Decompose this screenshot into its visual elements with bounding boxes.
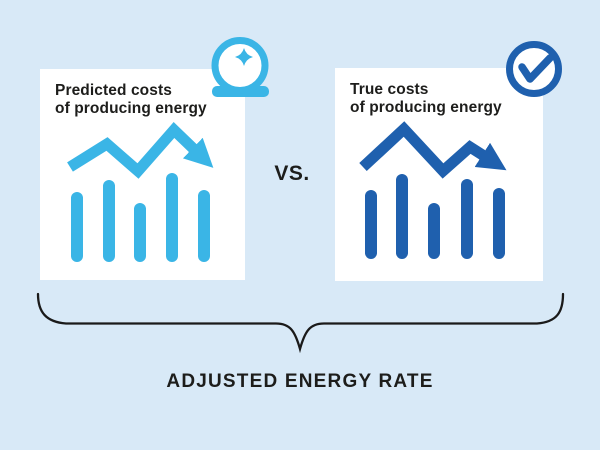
chart-bar (396, 174, 408, 259)
chart-bar (134, 203, 146, 262)
check-icon (506, 41, 562, 97)
chart-bar (493, 188, 505, 259)
crystal-ball-icon (211, 37, 269, 97)
chart-bar (71, 192, 83, 262)
predicted-costs-chart (67, 122, 214, 262)
chart-bar (365, 190, 377, 259)
sparkle-star-icon (235, 48, 253, 66)
predicted-costs-title-line1: Predicted costs (55, 82, 172, 99)
chart-bar (461, 179, 473, 259)
trend-line-arrow (359, 121, 507, 179)
true-costs-chart (359, 121, 507, 259)
predicted-costs-title-line2: of producing energy (55, 100, 207, 117)
chart-bar (428, 203, 440, 259)
predicted-costs-title: Predicted costs of producing energy (55, 82, 207, 118)
true-costs-title-line2: of producing energy (350, 99, 502, 116)
chart-bar (103, 180, 115, 262)
check-circle (506, 41, 562, 97)
vs-label: VS. (274, 162, 310, 185)
chart-bar (166, 173, 178, 262)
check-mark (518, 54, 554, 83)
predicted-costs-card: Predicted costs of producing energy (40, 69, 245, 280)
true-costs-title-line1: True costs (350, 81, 429, 98)
crystal-ball-circle (211, 37, 269, 94)
brace-curve (36, 292, 565, 354)
true-costs-title: True costs of producing energy (350, 81, 502, 117)
footer-label: ADJUSTED ENERGY RATE (166, 371, 434, 392)
chart-bar (198, 190, 210, 262)
true-costs-card: True costs of producing energy (335, 68, 543, 281)
trend-line-arrow (67, 122, 214, 179)
